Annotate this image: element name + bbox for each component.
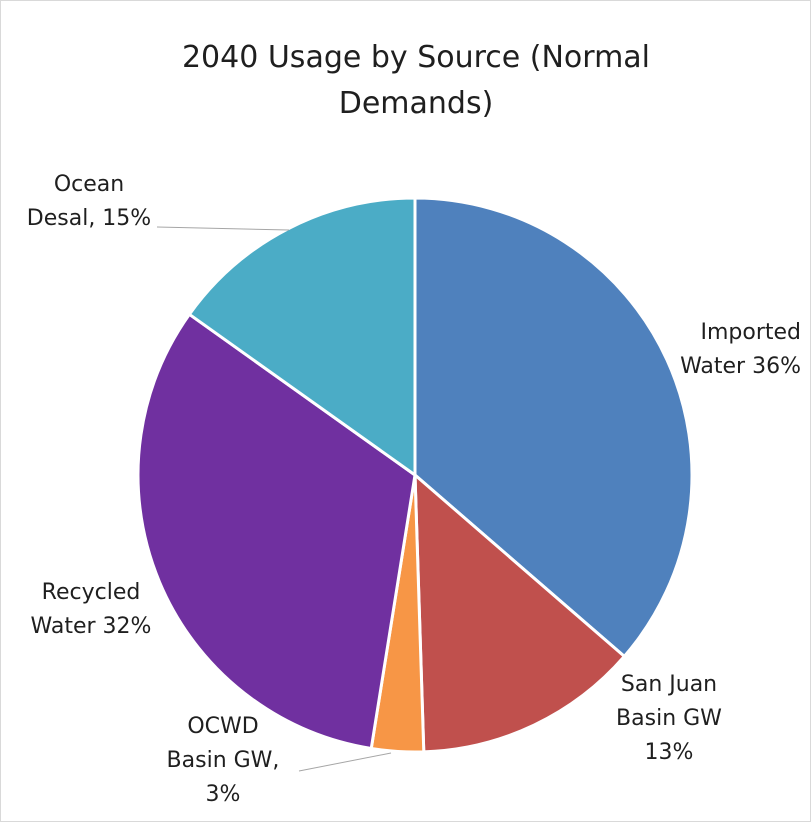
leader-line-ocwd-basin-gw xyxy=(298,752,392,772)
pie-slice-recycled-water xyxy=(136,312,417,751)
data-label-recycled-water: Recycled Water 32% xyxy=(31,580,152,639)
pie-slice-imported-water xyxy=(413,196,694,659)
data-label-ocean-desal: Ocean Desal, 15% xyxy=(27,172,151,231)
data-label-san-juan-basin-gw: San Juan Basin GW 13% xyxy=(616,672,722,765)
data-label-ocwd-basin-gw: OCWD Basin GW, 3% xyxy=(167,714,280,807)
leader-line-ocean-desal xyxy=(156,226,290,231)
data-label-imported-water: Imported Water 36% xyxy=(680,320,801,379)
pie-slice-ocean-desal xyxy=(187,196,417,478)
chart-title: 2040 Usage by Source (Normal Demands) xyxy=(181,40,651,121)
pie-slice-san-juan-basin-gw xyxy=(413,471,627,754)
